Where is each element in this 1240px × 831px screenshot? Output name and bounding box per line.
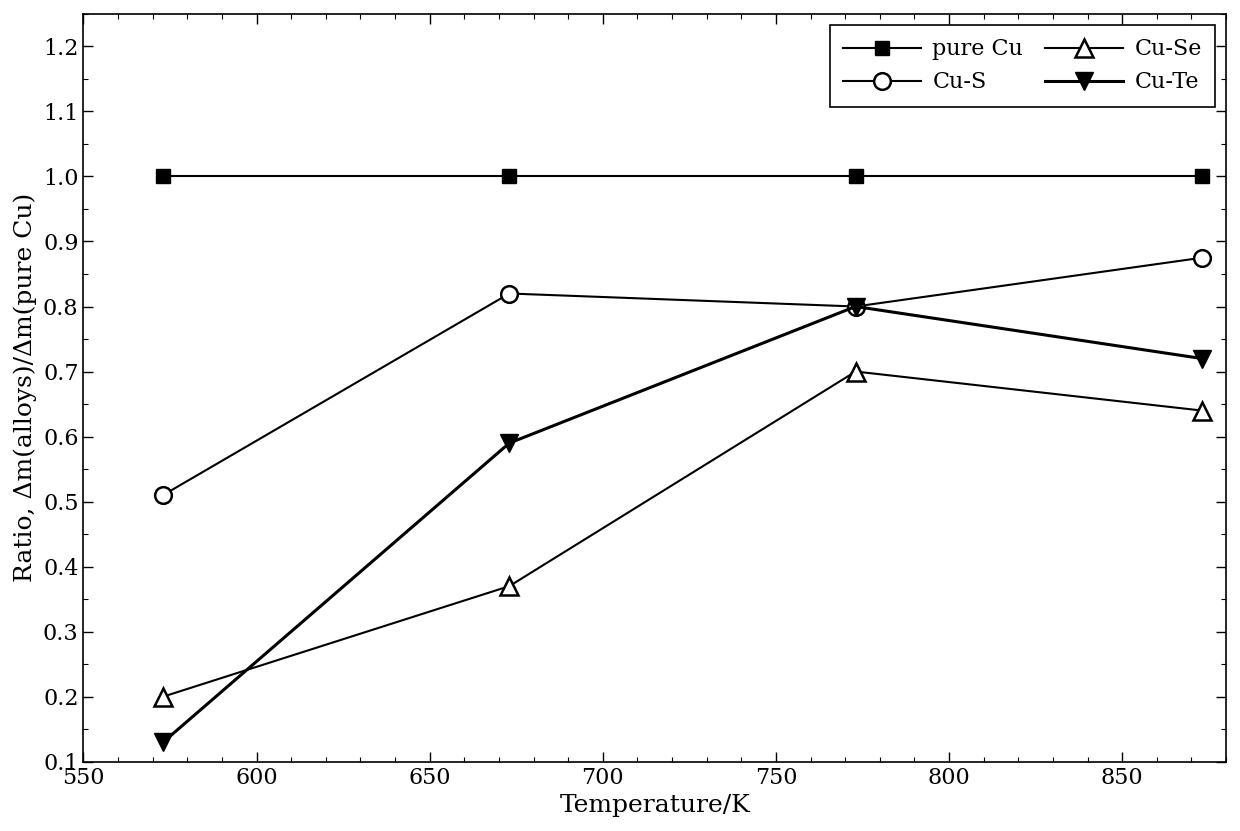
- X-axis label: Temperature/K: Temperature/K: [559, 794, 750, 817]
- Legend: pure Cu, Cu-S, Cu-Se, Cu-Te: pure Cu, Cu-S, Cu-Se, Cu-Te: [830, 25, 1215, 106]
- Y-axis label: Ratio, Δm(alloys)/Δm(pure Cu): Ratio, Δm(alloys)/Δm(pure Cu): [14, 193, 37, 583]
